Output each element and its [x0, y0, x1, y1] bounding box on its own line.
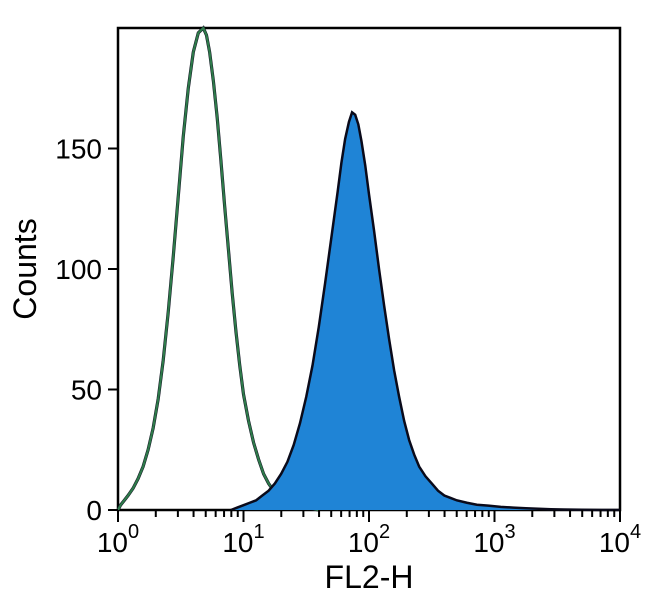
series-stained-outline: [231, 112, 620, 510]
series-stained-fill: [231, 112, 620, 510]
x-tick-label: 100: [97, 521, 139, 558]
y-axis-label: Counts: [7, 218, 43, 319]
x-tick-label: 101: [222, 521, 264, 558]
y-tick-label: 50: [71, 375, 102, 406]
y-tick-label: 100: [55, 254, 102, 285]
y-tick-label: 150: [55, 134, 102, 165]
series-control-line: [118, 28, 319, 510]
x-tick-label: 102: [348, 521, 390, 558]
series-control-shadow: [118, 28, 319, 510]
y-tick-label: 0: [86, 495, 102, 526]
flow-cytometry-histogram: 0 50 100 150 100 101 102 103 104 FL2-H Counts: [0, 0, 650, 615]
x-axis-label: FL2-H: [325, 559, 414, 595]
x-tick-label: 104: [599, 521, 641, 558]
x-tick-label: 103: [473, 521, 515, 558]
chart-svg: 0 50 100 150 100 101 102 103 104 FL2-H Counts: [0, 0, 650, 615]
